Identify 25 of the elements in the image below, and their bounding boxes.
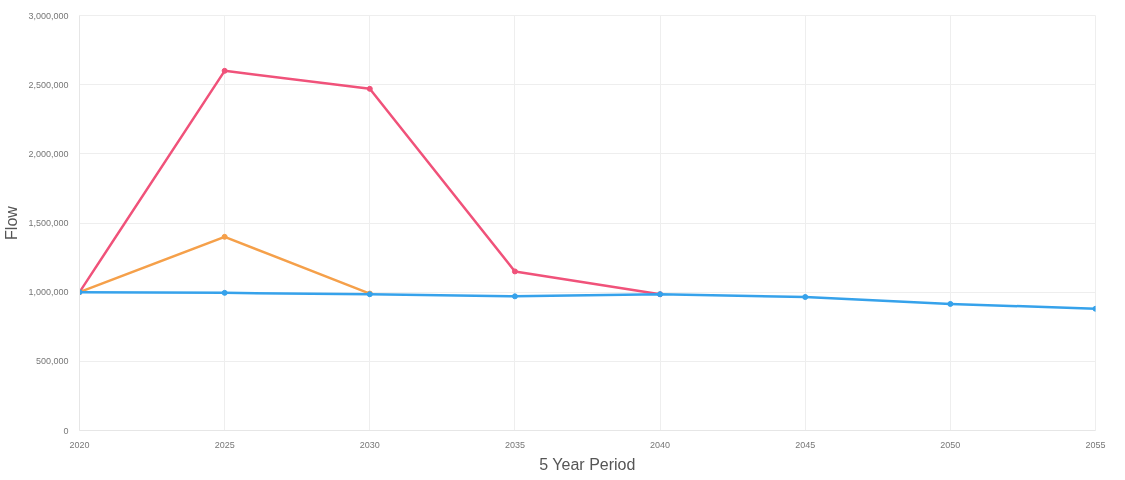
x-tick-label: 2055 — [1085, 439, 1106, 450]
y-tick-label: 500,000 — [35, 356, 69, 367]
y-tick-label: 2,000,000 — [28, 148, 69, 159]
y-axis-title: Flow — [3, 205, 21, 240]
x-tick-label: 2035 — [504, 439, 525, 450]
point — [947, 300, 954, 307]
point — [511, 268, 518, 275]
y-tick-label: 0 — [63, 425, 69, 436]
point — [802, 294, 809, 300]
y-tick-label: 3,000,000 — [28, 10, 69, 21]
x-tick-label: 2030 — [359, 439, 380, 450]
x-tick-label: 2020 — [69, 439, 90, 450]
x-tick-label: 2050 — [940, 439, 961, 450]
x-tick-label: 2045 — [795, 439, 816, 450]
y-tick-label: 2,500,000 — [28, 79, 69, 90]
y-tick-label: 1,000,000 — [28, 287, 69, 298]
y-tick-label: 1,500,000 — [28, 218, 69, 228]
point — [221, 67, 228, 74]
x-tick-label: 2040 — [650, 439, 671, 450]
point — [221, 233, 228, 240]
point — [366, 85, 373, 92]
x-axis-title: 5 Year Period — [539, 455, 636, 473]
point — [511, 293, 518, 300]
point — [221, 289, 228, 296]
x-tick-label: 2025 — [214, 439, 235, 450]
